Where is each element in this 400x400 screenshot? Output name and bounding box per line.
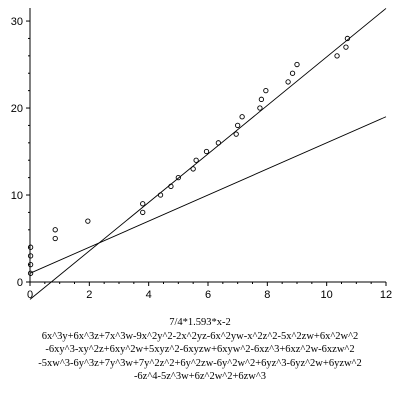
- data-point: [235, 122, 241, 129]
- data-point: [233, 131, 239, 137]
- caption-formula-line-1: 7/4*1.593*x-2: [169, 317, 231, 328]
- data-point: [257, 105, 263, 111]
- data-point: [52, 227, 58, 233]
- data-point: [258, 96, 265, 102]
- data-point: [294, 61, 300, 68]
- data-point: [263, 87, 269, 94]
- data-point: [27, 270, 34, 276]
- data-points: [27, 35, 351, 276]
- data-point: [140, 209, 146, 216]
- data-point: [193, 157, 199, 163]
- x-tick-label: 0: [27, 289, 33, 300]
- y-tick-label: 20: [11, 103, 23, 115]
- data-point: [175, 174, 181, 181]
- caption-formula-line-3: -6xy^3-xy^2z+6xy^2w+5xyz^2-6xyzw+6xyw^2-…: [45, 344, 355, 355]
- data-point: [27, 253, 34, 259]
- data-point: [168, 183, 174, 189]
- caption-formula-line-2: 6x^3y+6x^3z+7x^3w-9x^2y^2-2x^2yz-6x^2yw-…: [41, 331, 359, 342]
- data-point: [190, 166, 196, 172]
- y-tick-label: 0: [17, 277, 23, 289]
- fit-line-2: [29, 116, 387, 274]
- fit-line-1: [29, 8, 387, 300]
- data-point: [239, 114, 245, 120]
- data-point: [52, 235, 58, 242]
- caption-formula-line-5: -6z^4-5z^3w+6z^2w^2+6zw^3: [133, 371, 267, 382]
- data-point: [85, 218, 91, 224]
- data-point: [203, 148, 210, 155]
- axes: [29, 8, 386, 283]
- x-tick-label: 8: [264, 289, 270, 300]
- x-tick-label: 4: [146, 289, 152, 300]
- data-point: [289, 70, 296, 76]
- data-point: [343, 44, 349, 50]
- x-tick-label: 6: [205, 289, 211, 300]
- data-point: [157, 192, 164, 198]
- x-tick-label: 12: [380, 289, 392, 300]
- x-tick-label: 10: [321, 289, 333, 300]
- y-tick-label: 10: [11, 190, 23, 202]
- data-point: [215, 140, 222, 146]
- fit-lines: [29, 8, 387, 300]
- caption-formula-line-4: -5xw^3-6y^3z+7y^3w+7y^2z^2+6y^2zw-6y^2w^…: [38, 358, 362, 369]
- ticks: 0 2 4 6 8 10 12 0 10 20 30: [11, 16, 392, 300]
- data-point: [334, 53, 340, 59]
- x-tick-label: 2: [86, 289, 92, 300]
- data-point: [285, 79, 291, 85]
- data-point: [140, 201, 146, 207]
- data-point: [344, 35, 351, 42]
- y-tick-label: 30: [11, 16, 23, 28]
